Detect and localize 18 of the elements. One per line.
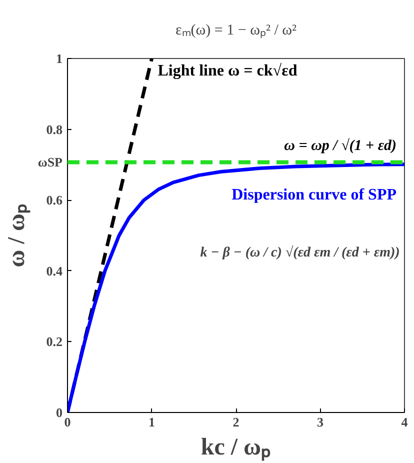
annotation: k − β − (ω / c) √(εd εm / (εd + εm)) <box>200 244 400 261</box>
ref-line-label: ω = ωp / √(1 + εd) <box>284 138 397 154</box>
chart-title: εₘ(ω) = 1 − ωₚ² / ω² <box>176 22 297 38</box>
series-label: Light line ω = ck√εd <box>158 62 298 80</box>
y-tick-label: 0.8 <box>46 122 63 137</box>
y-tick-label: 0.6 <box>46 192 63 208</box>
y-axis-title: ω / ωₚ <box>4 204 31 268</box>
x-axis-title: kc / ωₚ <box>200 434 272 462</box>
x-tick-label: 4 <box>401 414 408 430</box>
y-tick-label: 1 <box>56 51 62 66</box>
x-tick-label: 3 <box>317 414 324 430</box>
x-tick-label: 2 <box>232 414 240 430</box>
y-tick-label: 0.2 <box>46 334 62 350</box>
x-tick-label: 1 <box>148 414 155 430</box>
y-tick-label: 0.4 <box>46 263 63 278</box>
y-tick-label: 0 <box>56 405 62 420</box>
series-label: Dispersion curve of SPP <box>232 186 397 204</box>
y-tick-label: ωSP <box>38 154 63 170</box>
